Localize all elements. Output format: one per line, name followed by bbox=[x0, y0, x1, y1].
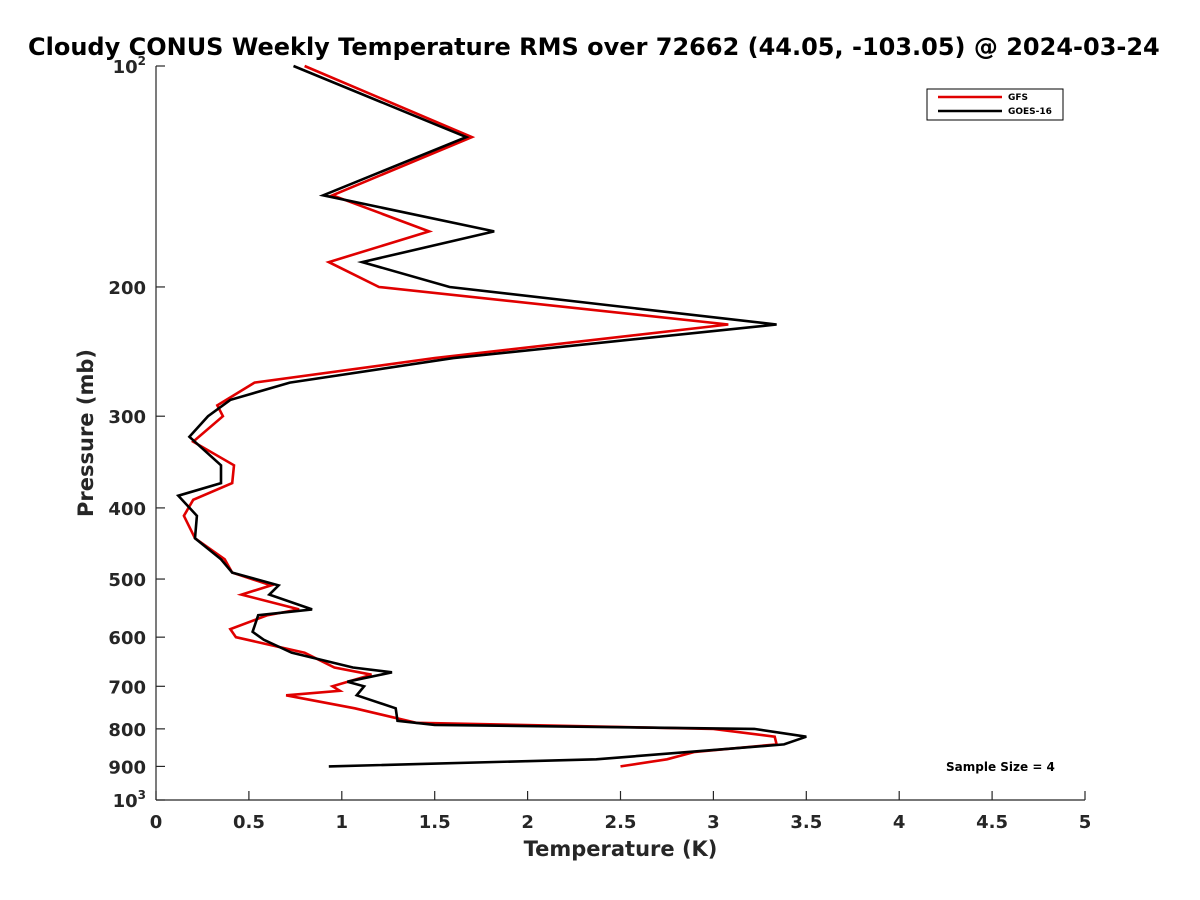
y-tick-label: 400 bbox=[108, 499, 146, 520]
legend-box bbox=[926, 88, 1064, 121]
x-tick-label: 3 bbox=[707, 812, 720, 833]
x-tick-label: 2.5 bbox=[605, 812, 637, 833]
y-tick-label: 900 bbox=[108, 757, 146, 778]
plot-area bbox=[156, 66, 1085, 800]
x-axis-label: Temperature (K) bbox=[524, 837, 718, 861]
x-tick-label: 4 bbox=[893, 812, 906, 833]
y-tick-label: 300 bbox=[108, 407, 146, 428]
y-tick-label: 600 bbox=[108, 628, 146, 649]
legend-label: GOES-16 bbox=[1008, 107, 1052, 117]
y-tick-label: 200 bbox=[108, 278, 146, 299]
chart-title: Cloudy CONUS Weekly Temperature RMS over… bbox=[28, 33, 1160, 61]
y-tick-label: 700 bbox=[108, 677, 146, 698]
series-layer bbox=[175, 64, 807, 768]
y-tick-label: 500 bbox=[108, 570, 146, 591]
y-tick-label: 103 bbox=[113, 788, 146, 812]
x-tick-label: 1 bbox=[336, 812, 349, 833]
sample-size-annotation: Sample Size = 4 bbox=[946, 760, 1055, 774]
x-tick-label: 4.5 bbox=[976, 812, 1008, 833]
plot-background bbox=[156, 66, 1085, 800]
x-tick-label: 1.5 bbox=[419, 812, 451, 833]
series-line-gfs bbox=[182, 64, 779, 768]
y-tick-label: 102 bbox=[113, 54, 146, 78]
y-axis-label: Pressure (mb) bbox=[74, 349, 98, 517]
axes-layer: 0 0.5 1 1.5 2 2.5 3 3.5 4 4.5 5 102 200 300 400 500 600 7… bbox=[108, 54, 1091, 833]
x-tick-label: 5 bbox=[1079, 812, 1092, 833]
x-tick-label: 2 bbox=[521, 812, 534, 833]
series-line-goes-16 bbox=[175, 64, 807, 768]
x-tick-label: 0.5 bbox=[233, 812, 265, 833]
x-tick-label: 3.5 bbox=[790, 812, 822, 833]
x-tick-label: 0 bbox=[150, 812, 163, 833]
legend: GFS GOES-16 bbox=[926, 88, 1064, 121]
legend-label: GFS bbox=[1008, 93, 1028, 103]
y-tick-label: 800 bbox=[108, 720, 146, 741]
